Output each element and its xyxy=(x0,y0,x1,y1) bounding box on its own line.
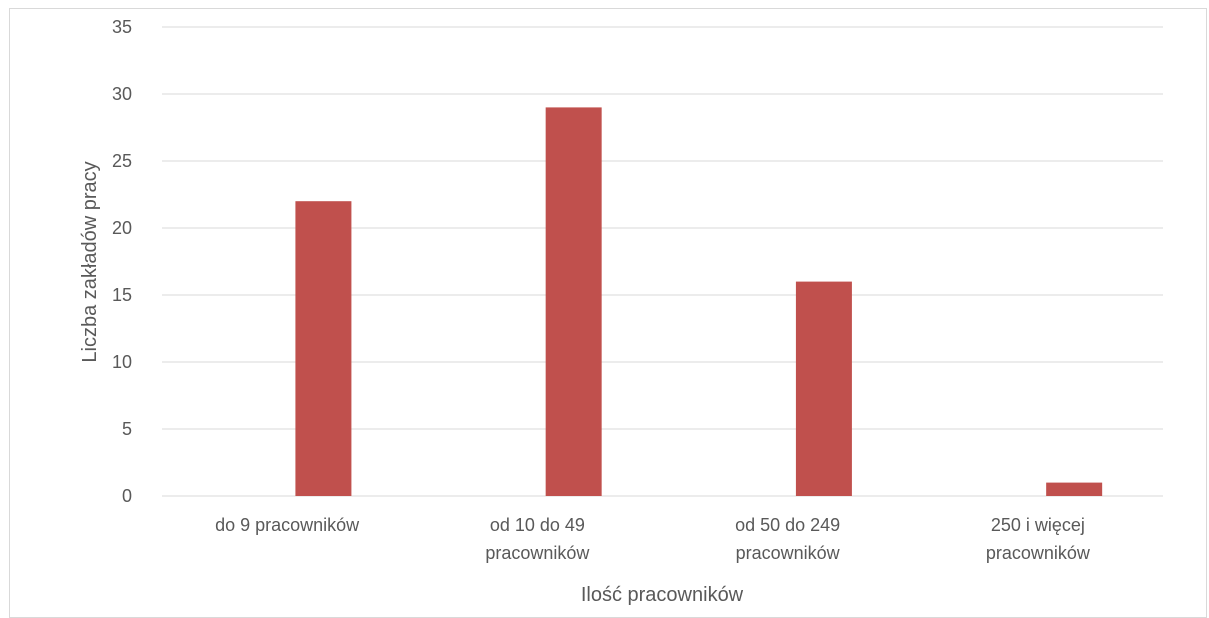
y-tick-label: 25 xyxy=(112,151,132,171)
x-tick-label: od 10 do 49 xyxy=(490,515,585,535)
y-axis-title: Liczba zakładów pracy xyxy=(79,161,101,362)
bar xyxy=(295,201,352,496)
y-tick-label: 30 xyxy=(112,84,132,104)
x-tick-label: pracowników xyxy=(736,543,841,563)
x-tick-label: pracowników xyxy=(485,543,590,563)
y-tick-label: 35 xyxy=(112,17,132,37)
x-axis-title: Ilość pracowników xyxy=(581,584,744,606)
x-tick-label: od 50 do 249 xyxy=(735,515,840,535)
x-tick-label: do 9 pracowników xyxy=(215,515,360,535)
x-tick-label: pracowników xyxy=(986,543,1091,563)
y-tick-label: 10 xyxy=(112,352,132,372)
bar xyxy=(1046,482,1103,496)
bar xyxy=(795,281,852,496)
y-tick-label: 15 xyxy=(112,285,132,305)
y-tick-label: 0 xyxy=(122,486,132,506)
x-tick-label: 250 i więcej xyxy=(991,515,1085,535)
bars xyxy=(295,107,1103,497)
y-axis-ticks: 0 5 10 15 20 25 30 35 xyxy=(112,17,132,506)
x-axis-ticks: do 9 pracowników od 10 do 49 pracowników od… xyxy=(215,515,1091,563)
y-tick-label: 5 xyxy=(122,419,132,439)
y-tick-label: 20 xyxy=(112,218,132,238)
bar xyxy=(545,107,602,497)
